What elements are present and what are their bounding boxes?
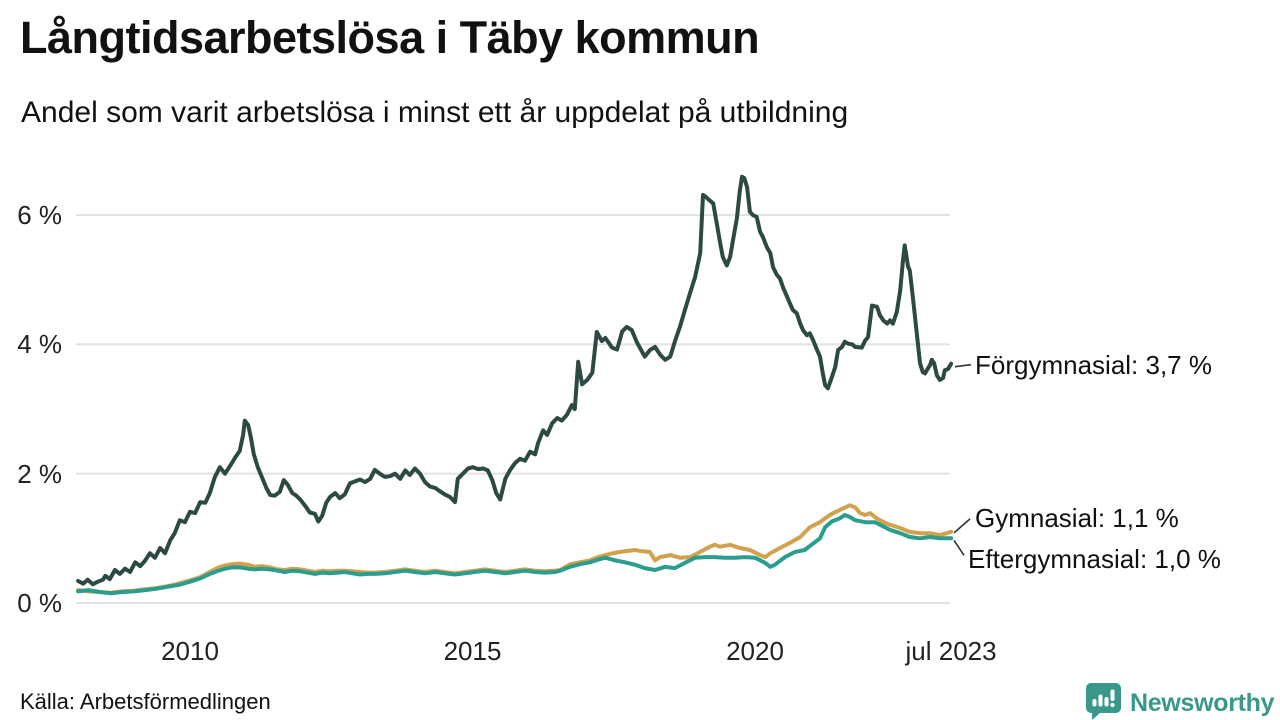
y-tick-label-4: 4 % <box>17 329 62 360</box>
x-tick-label-jul-2023: jul 2023 <box>905 636 997 666</box>
page-subtitle: Andel som varit arbetslösa i minst ett å… <box>21 96 849 129</box>
series-line-förgymnasial <box>76 174 954 587</box>
end-label-connector-1 <box>953 518 971 534</box>
end-label-connector-0 <box>954 363 972 368</box>
y-tick-label-6: 6 % <box>17 199 62 230</box>
y-tick-label-0: 0 % <box>17 588 62 618</box>
newsworthy-logo[interactable]: Newsworthy <box>1086 682 1275 720</box>
x-tick-label-2015: 2015 <box>443 636 502 666</box>
y-tick-label-2: 2 % <box>17 458 62 489</box>
end-label-eftergymnasial: Eftergymnasial: 1,0 % <box>968 544 1221 575</box>
newsworthy-logo-icon <box>1086 682 1122 720</box>
series-line-gymnasial <box>76 503 954 595</box>
series-line-eftergymnasial <box>76 513 954 596</box>
newsworthy-logo-text: Newsworthy <box>1130 689 1275 717</box>
source-text: Källa: Arbetsförmedlingen <box>20 689 271 714</box>
end-label-forgymnasial: Förgymnasial: 3,7 % <box>975 349 1212 380</box>
end-label-gymnasial: Gymnasial: 1,1 % <box>975 502 1179 533</box>
x-tick-label-2020: 2020 <box>726 636 784 666</box>
x-tick-label-2010: 2010 <box>161 636 219 666</box>
page-title: Långtidsarbetslösa i Täby kommun <box>20 12 760 63</box>
end-label-connector-2 <box>953 539 965 556</box>
